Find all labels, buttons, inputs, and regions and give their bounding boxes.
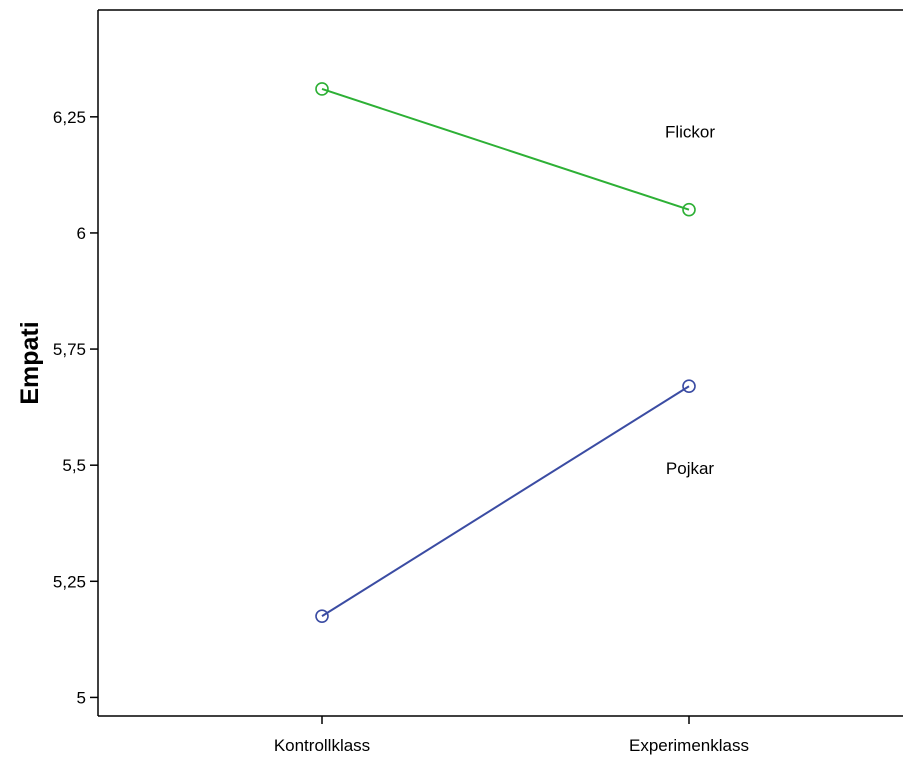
plot-area (98, 10, 903, 716)
series-layer: Flickor Pojkar (315, 82, 715, 623)
y-tick-label: 6,25 (53, 108, 86, 127)
x-tick-label: Kontrollklass (274, 736, 370, 755)
x-tick-label: Experimenklass (629, 736, 749, 755)
data-point-pojkar (682, 379, 696, 394)
y-tick-label: 5,25 (53, 572, 86, 591)
series-label-flickor: Flickor (665, 123, 715, 142)
y-tick-label: 5,5 (62, 456, 86, 475)
y-tick-label: 6 (77, 224, 86, 243)
x-ticks: Kontrollklass Experimenklass (274, 716, 749, 755)
data-point-pojkar (315, 609, 329, 623)
series-label-pojkar: Pojkar (666, 459, 715, 478)
y-ticks: 5 5,25 5,5 5,75 6 6,25 (53, 108, 98, 707)
series-line-pojkar (321, 385, 690, 617)
data-point-flickor (315, 82, 329, 96)
y-tick-label: 5 (77, 688, 86, 707)
data-point-flickor (682, 202, 696, 217)
series-line-flickor (321, 88, 690, 211)
y-axis-label: Empati (16, 321, 44, 404)
y-tick-label: 5,75 (53, 340, 86, 359)
